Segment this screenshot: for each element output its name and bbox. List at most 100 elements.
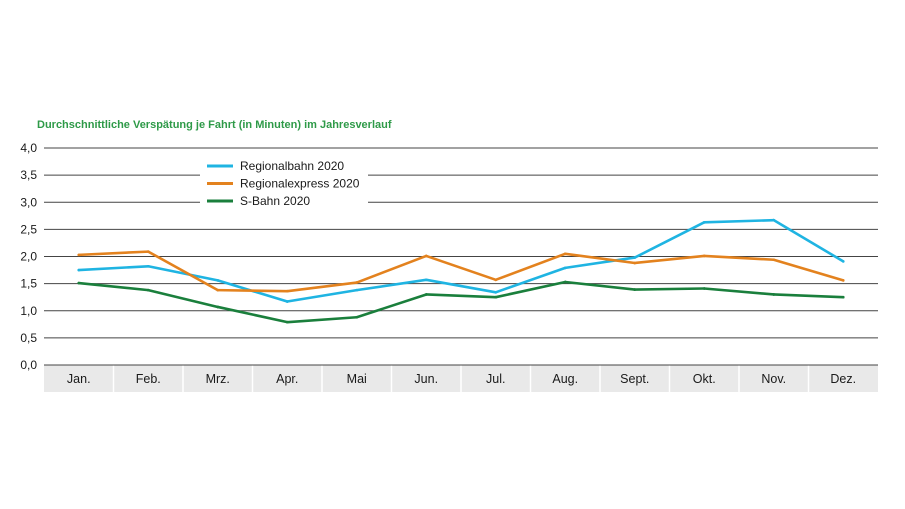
series-s-bahn-2020 bbox=[77, 280, 845, 324]
data-point bbox=[285, 320, 289, 324]
x-tick-label: Sept. bbox=[620, 372, 649, 386]
x-tick-label: Nov. bbox=[761, 372, 786, 386]
data-point bbox=[841, 295, 845, 299]
data-point bbox=[424, 278, 428, 282]
series-segment bbox=[146, 250, 220, 292]
data-point bbox=[633, 256, 637, 259]
data-point bbox=[702, 254, 706, 258]
y-tick-label: 0,0 bbox=[20, 358, 37, 372]
series-segment bbox=[494, 280, 567, 299]
data-point bbox=[285, 300, 289, 303]
x-tick-label: Jan. bbox=[67, 372, 91, 386]
data-point bbox=[216, 305, 220, 309]
series-segment bbox=[216, 288, 289, 293]
x-tick-label: Jul. bbox=[486, 372, 505, 386]
series-segment bbox=[285, 281, 359, 293]
x-tick-label: Dez. bbox=[830, 372, 856, 386]
x-tick-label: Jun. bbox=[414, 372, 438, 386]
series-segment bbox=[424, 293, 498, 299]
data-point bbox=[77, 268, 81, 272]
series-segment bbox=[494, 252, 567, 282]
data-point bbox=[216, 279, 220, 282]
chart-title: Durchschnittliche Verspätung je Fahrt (i… bbox=[37, 119, 392, 131]
y-tick-label: 3,0 bbox=[20, 195, 37, 209]
y-tick-label: 0,5 bbox=[20, 331, 37, 345]
series-segment bbox=[77, 281, 150, 292]
grid-lines bbox=[44, 147, 878, 366]
x-tick-label: Mrz. bbox=[206, 372, 230, 386]
series-lines bbox=[77, 218, 845, 324]
data-point bbox=[424, 293, 428, 296]
series-segment bbox=[77, 264, 150, 272]
data-point bbox=[633, 261, 637, 265]
data-point bbox=[494, 291, 498, 294]
data-point bbox=[355, 288, 359, 292]
data-point bbox=[285, 289, 289, 293]
series-segment bbox=[355, 293, 428, 319]
legend: Regionalbahn 2020 Regionalexpress 2020 S-B… bbox=[200, 156, 368, 210]
data-point bbox=[563, 252, 567, 256]
data-point bbox=[424, 254, 428, 258]
data-point bbox=[633, 288, 637, 291]
series-segment bbox=[702, 287, 776, 296]
category-band bbox=[44, 365, 878, 392]
series-segment bbox=[633, 287, 706, 291]
data-point bbox=[841, 260, 845, 263]
x-tick-label: Mai bbox=[347, 372, 367, 386]
data-point bbox=[772, 293, 776, 296]
data-point bbox=[216, 288, 220, 292]
series-segment bbox=[355, 254, 428, 284]
data-point bbox=[146, 264, 150, 268]
series-segment bbox=[355, 278, 428, 292]
x-tick-label: Okt. bbox=[693, 372, 716, 386]
series-segment bbox=[702, 254, 776, 262]
y-axis-ticks: 0,0 0,5 1,0 1,5 2,0 2,5 3,0 3,5 4,0 bbox=[20, 141, 37, 372]
series-segment bbox=[772, 293, 845, 299]
y-tick-label: 1,0 bbox=[20, 304, 37, 318]
data-point bbox=[355, 315, 359, 319]
y-tick-label: 2,5 bbox=[20, 222, 37, 236]
data-point bbox=[772, 258, 776, 262]
series-segment bbox=[424, 254, 498, 282]
data-point bbox=[77, 281, 81, 285]
legend-label: Regionalexpress 2020 bbox=[240, 177, 360, 191]
data-point bbox=[355, 281, 359, 284]
y-tick-label: 3,5 bbox=[20, 168, 37, 182]
series-segment bbox=[563, 252, 637, 265]
series-segment bbox=[424, 278, 498, 294]
series-segment bbox=[563, 256, 637, 270]
data-point bbox=[494, 278, 498, 282]
y-tick-label: 2,0 bbox=[20, 250, 37, 264]
data-point bbox=[146, 250, 150, 253]
series-segment bbox=[563, 280, 637, 291]
data-point bbox=[494, 295, 498, 299]
data-point bbox=[146, 288, 150, 292]
legend-label: Regionalbahn 2020 bbox=[240, 159, 344, 173]
series-segment bbox=[772, 218, 845, 263]
series-segment bbox=[494, 266, 567, 294]
series-segment bbox=[285, 315, 359, 324]
x-tick-label: Apr. bbox=[276, 372, 298, 386]
data-point bbox=[702, 221, 706, 224]
x-axis-ticks: Jan. Feb. Mrz. Apr. Mai Jun. Jul. Aug. Sept. Okt.… bbox=[67, 372, 856, 386]
legend-label: S-Bahn 2020 bbox=[240, 194, 310, 208]
series-segment bbox=[633, 221, 706, 259]
series-segment bbox=[772, 258, 845, 282]
series-regionalbahn-2020 bbox=[77, 218, 845, 303]
data-point bbox=[77, 253, 81, 257]
data-point bbox=[563, 280, 567, 284]
series-segment bbox=[285, 288, 359, 303]
series-segment bbox=[216, 305, 289, 324]
series-segment bbox=[702, 218, 776, 224]
data-point bbox=[563, 266, 567, 270]
x-tick-label: Feb. bbox=[136, 372, 161, 386]
data-point bbox=[702, 287, 706, 290]
series-segment bbox=[146, 288, 220, 309]
series-segment bbox=[146, 264, 220, 282]
data-point bbox=[841, 279, 845, 282]
series-regionalexpress-2020 bbox=[77, 250, 845, 293]
y-tick-label: 1,5 bbox=[20, 277, 37, 291]
y-tick-label: 4,0 bbox=[20, 141, 37, 155]
series-segment bbox=[77, 250, 150, 257]
